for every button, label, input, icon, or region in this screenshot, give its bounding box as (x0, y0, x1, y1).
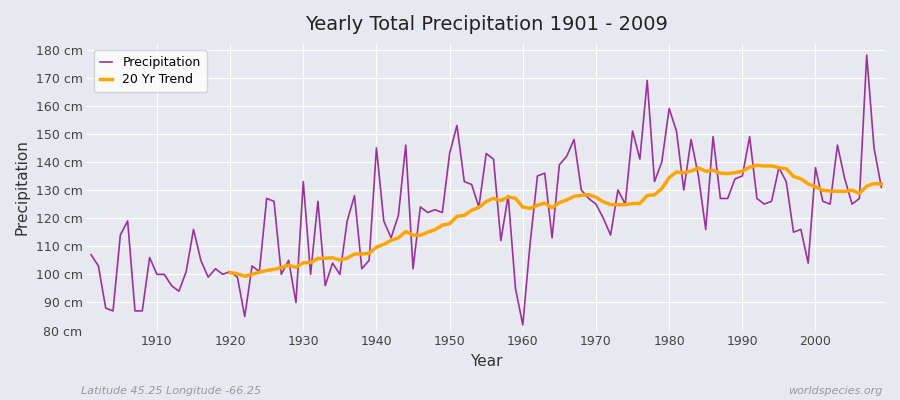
Line: 20 Yr Trend: 20 Yr Trend (230, 165, 881, 276)
Precipitation (86, 252, 96, 257)
Legend: Precipitation, 20 Yr Trend: Precipitation, 20 Yr Trend (94, 50, 207, 92)
Precipitation (861, 53, 872, 58)
20 Yr Trend (686, 169, 697, 174)
Text: Latitude 45.25 Longitude -66.25: Latitude 45.25 Longitude -66.25 (81, 386, 261, 396)
Precipitation (613, 188, 624, 192)
Precipitation (518, 322, 528, 327)
20 Yr Trend (239, 274, 250, 279)
Y-axis label: Precipitation: Precipitation (15, 139, 30, 235)
Precipitation (525, 241, 535, 246)
X-axis label: Year: Year (470, 354, 502, 369)
Precipitation (144, 255, 155, 260)
Text: worldspecies.org: worldspecies.org (788, 386, 882, 396)
Title: Yearly Total Precipitation 1901 - 2009: Yearly Total Precipitation 1901 - 2009 (305, 15, 668, 34)
20 Yr Trend (781, 166, 792, 171)
Line: Precipitation: Precipitation (91, 55, 881, 325)
Precipitation (510, 286, 521, 291)
20 Yr Trend (320, 256, 330, 261)
20 Yr Trend (876, 182, 886, 186)
20 Yr Trend (225, 270, 236, 275)
Precipitation (349, 193, 360, 198)
Precipitation (876, 185, 886, 190)
Precipitation (305, 272, 316, 277)
20 Yr Trend (796, 176, 806, 181)
20 Yr Trend (752, 163, 762, 168)
20 Yr Trend (429, 227, 440, 232)
20 Yr Trend (861, 184, 872, 188)
